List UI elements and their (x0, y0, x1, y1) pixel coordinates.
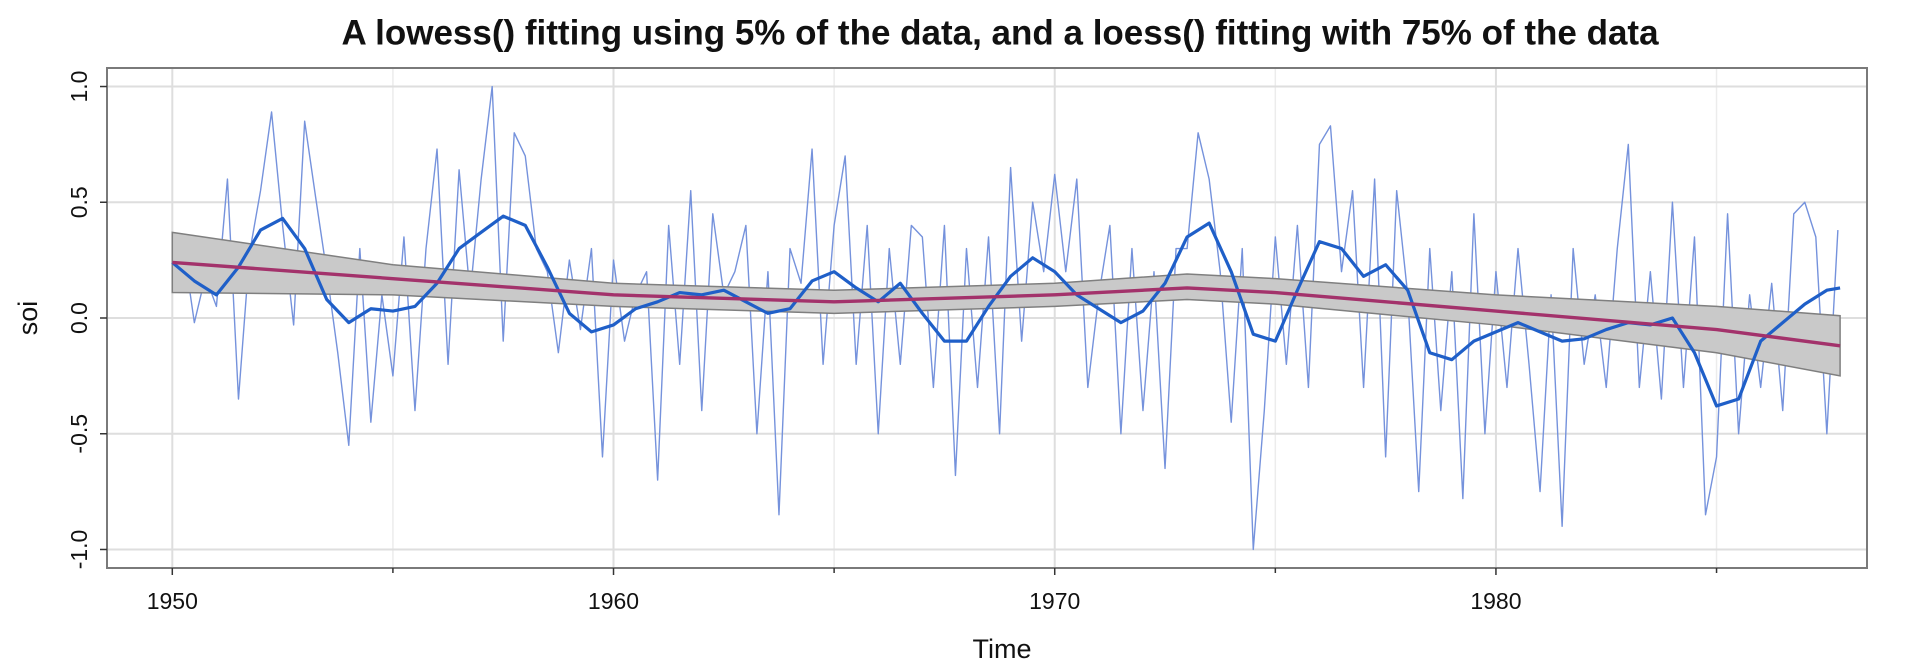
line (172, 260, 1841, 348)
y-tick-label: -0.5 (66, 414, 92, 454)
x-tick-label: 1980 (1470, 588, 1521, 614)
x-axis-label: Time (973, 634, 1032, 664)
x-tick-label: 1970 (1029, 588, 1080, 614)
y-axis-label: soi (13, 301, 43, 336)
line (171, 214, 1841, 408)
y-tick-label: 0.0 (66, 302, 92, 334)
confidence-band (171, 231, 1841, 377)
y-tick-label: 1.0 (66, 71, 92, 103)
y-tick-label: -1.0 (66, 530, 92, 570)
x-tick-label: 1950 (147, 588, 198, 614)
chart-title: A lowess() fitting using 5% of the data,… (341, 13, 1659, 52)
y-tick-label: 0.5 (66, 186, 92, 218)
x-tick-label: 1960 (588, 588, 639, 614)
